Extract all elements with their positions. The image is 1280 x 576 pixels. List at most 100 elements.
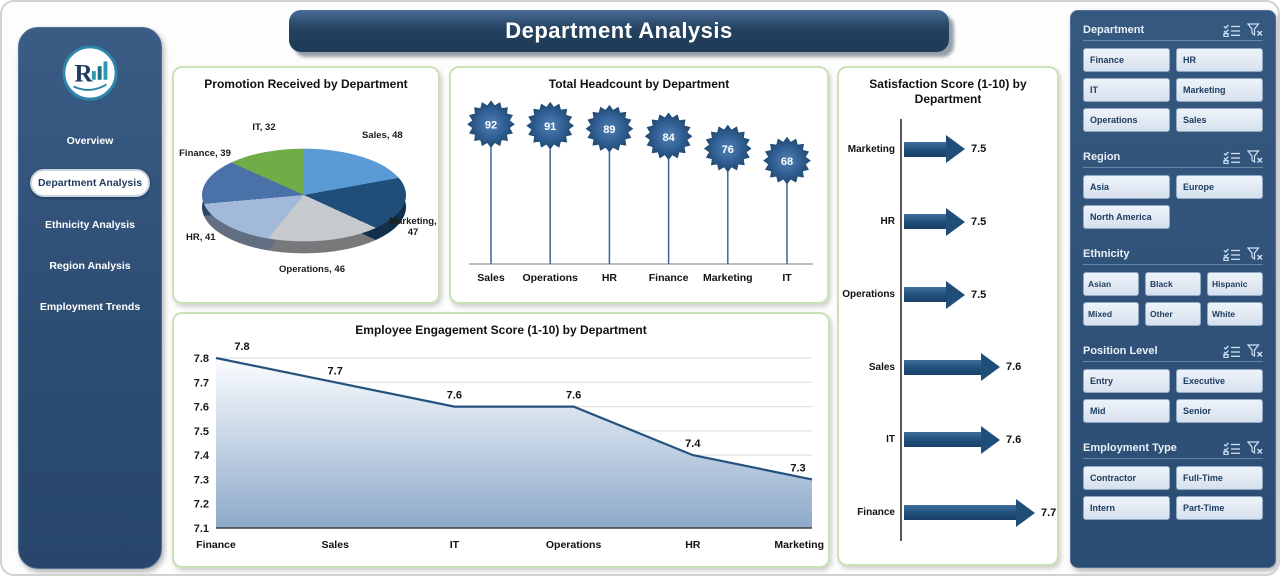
sidebar-item-employment-trends[interactable]: Employment Trends (39, 301, 141, 314)
slicer-option-contractor[interactable]: Contractor (1083, 466, 1170, 490)
slicer-option-asia[interactable]: Asia (1083, 175, 1170, 199)
sidebar: R Overview Department Analysis Ethnicity A… (18, 27, 162, 569)
headcount-burst (644, 112, 693, 161)
slicer-icons (1223, 344, 1263, 358)
category-label: Operations (842, 289, 895, 301)
clear-filter-icon[interactable] (1247, 23, 1263, 37)
slicer-option-part-time[interactable]: Part-Time (1176, 496, 1263, 520)
slicer-option-hispanic[interactable]: Hispanic (1207, 272, 1263, 296)
headcount-burst (763, 136, 811, 185)
slicer-option-mixed[interactable]: Mixed (1083, 302, 1139, 326)
slicer-option-it[interactable]: IT (1083, 78, 1170, 102)
slicer-option-north-america[interactable]: North America (1083, 205, 1170, 229)
logo: R (61, 44, 119, 102)
slicer-option-asian[interactable]: Asian (1083, 272, 1139, 296)
engagement-chart[interactable]: 7.1 7.2 7.3 7.4 7.5 7.6 7.7 7.8 7.8 7.7 7.6 7.6 7.4 7… (176, 340, 826, 558)
satisfaction-row-marketing: Marketing 7.5 (839, 114, 1057, 184)
slicer-title: Department (1083, 24, 1145, 36)
slicer-option-white[interactable]: White (1207, 302, 1263, 326)
slicer-title: Employment Type (1083, 442, 1177, 454)
pie-label-it: IT, 32 (252, 122, 276, 133)
satisfaction-rows: Marketing 7.5 HR 7.5 Operations 7.5 Sales 7.6 IT… (839, 113, 1057, 549)
satisfaction-arrow[interactable] (904, 207, 965, 236)
satisfaction-row-sales: Sales 7.6 (839, 332, 1057, 402)
pie-label-finance: Finance, 39 (179, 148, 231, 159)
slicer-option-other[interactable]: Other (1145, 302, 1201, 326)
satisfaction-row-finance: Finance 7.7 (839, 478, 1057, 548)
slicer-option-mid[interactable]: Mid (1083, 399, 1170, 423)
slicer-option-sales[interactable]: Sales (1176, 108, 1263, 132)
headcount-burst (526, 101, 575, 150)
category-label: Sales (868, 361, 895, 373)
multiselect-icon[interactable] (1223, 442, 1241, 455)
satisfaction-arrow[interactable] (904, 498, 1035, 527)
slicer-department: Department Finance HR IT Marketing Operations… (1083, 23, 1263, 132)
slicer-panel: Department Finance HR IT Marketing Operations… (1070, 10, 1276, 568)
satisfaction-arrow[interactable] (904, 353, 1000, 382)
slicer-option-hr[interactable]: HR (1176, 48, 1263, 72)
sidebar-item-ethnicity-analysis[interactable]: Ethnicity Analysis (44, 219, 136, 232)
slicer-options: Asia Europe North America (1083, 175, 1263, 229)
slicer-option-full-time[interactable]: Full-Time (1176, 466, 1263, 490)
value-label: 7.7 (1041, 506, 1057, 519)
category-label: Finance (649, 272, 689, 284)
category-label: Operations (522, 272, 578, 284)
satisfaction-arrow[interactable] (904, 135, 965, 164)
satisfaction-arrow[interactable] (904, 280, 965, 309)
clear-filter-icon[interactable] (1247, 441, 1263, 455)
slicer-option-europe[interactable]: Europe (1176, 175, 1263, 199)
promotion-pie-chart[interactable] (202, 148, 406, 254)
multiselect-icon[interactable] (1223, 24, 1241, 37)
satisfaction-chart[interactable]: Marketing 7.5 HR 7.5 Operations 7.5 Sales 7.6 IT… (839, 113, 1057, 549)
slicer-option-black[interactable]: Black (1145, 272, 1201, 296)
panel-satisfaction: Satisfaction Score (1-10) by Department … (837, 66, 1059, 566)
satisfaction-arrow[interactable] (904, 425, 1000, 454)
slicer-header: Region (1083, 150, 1263, 168)
multiselect-icon[interactable] (1223, 345, 1241, 358)
category-label: Finance (196, 539, 236, 551)
headcount-burst (703, 124, 752, 173)
data-label: 7.6 (447, 390, 462, 402)
page-header: Department Analysis (289, 10, 949, 52)
pie-label-marketing: Marketing, 47 (389, 216, 437, 239)
panel-headcount: Total Headcount by Department 92 Sales 91 O… (449, 66, 829, 304)
slicer-ethnicity: Ethnicity Asian Black Hispanic Mixed Other Whi… (1083, 247, 1263, 326)
data-label: 7.4 (685, 438, 701, 450)
slicer-option-executive[interactable]: Executive (1176, 369, 1263, 393)
pie-label-hr: HR, 41 (186, 232, 216, 243)
multiselect-icon[interactable] (1223, 248, 1241, 261)
y-tick-label: 7.3 (194, 474, 209, 486)
headcount-chart-title: Total Headcount by Department (548, 77, 730, 91)
clear-filter-icon[interactable] (1247, 150, 1263, 164)
slicer-option-senior[interactable]: Senior (1176, 399, 1263, 423)
category-label: Marketing (847, 143, 895, 155)
headcount-value: 76 (722, 144, 734, 156)
slicer-employment-type: Employment Type Contractor Full-Time Intern… (1083, 441, 1263, 520)
slicer-icons (1223, 247, 1263, 261)
sidebar-item-region-analysis[interactable]: Region Analysis (49, 260, 131, 273)
slicer-list: Department Finance HR IT Marketing Operations… (1083, 23, 1263, 520)
value-label: 7.5 (971, 143, 987, 156)
multiselect-icon[interactable] (1223, 151, 1241, 164)
panel-promotion: Promotion Received by Department Sales, … (172, 66, 440, 304)
sidebar-item-overview[interactable]: Overview (66, 135, 114, 147)
category-label: Finance (857, 507, 895, 519)
slicer-option-marketing[interactable]: Marketing (1176, 78, 1263, 102)
y-tick-label: 7.4 (194, 450, 210, 462)
headcount-chart[interactable]: 92 Sales 91 Operations 89 HR 84 Finance 76 Market… (459, 98, 819, 294)
sidebar-item-department-analysis[interactable]: Department Analysis (30, 169, 150, 198)
slicer-option-entry[interactable]: Entry (1083, 369, 1170, 393)
category-label: IT (450, 539, 460, 551)
value-label: 7.5 (971, 215, 987, 228)
clear-filter-icon[interactable] (1247, 247, 1263, 261)
slicer-option-intern[interactable]: Intern (1083, 496, 1170, 520)
clear-filter-icon[interactable] (1247, 344, 1263, 358)
category-label: IT (886, 434, 895, 446)
slicer-option-operations[interactable]: Operations (1083, 108, 1170, 132)
panel-engagement: Employee Engagement Score (1-10) by Depa… (172, 312, 830, 568)
data-label: 7.8 (234, 341, 249, 353)
line-series (215, 356, 813, 481)
y-tick-label: 7.8 (194, 353, 209, 365)
slicer-option-finance[interactable]: Finance (1083, 48, 1170, 72)
category-label: Operations (546, 539, 602, 551)
